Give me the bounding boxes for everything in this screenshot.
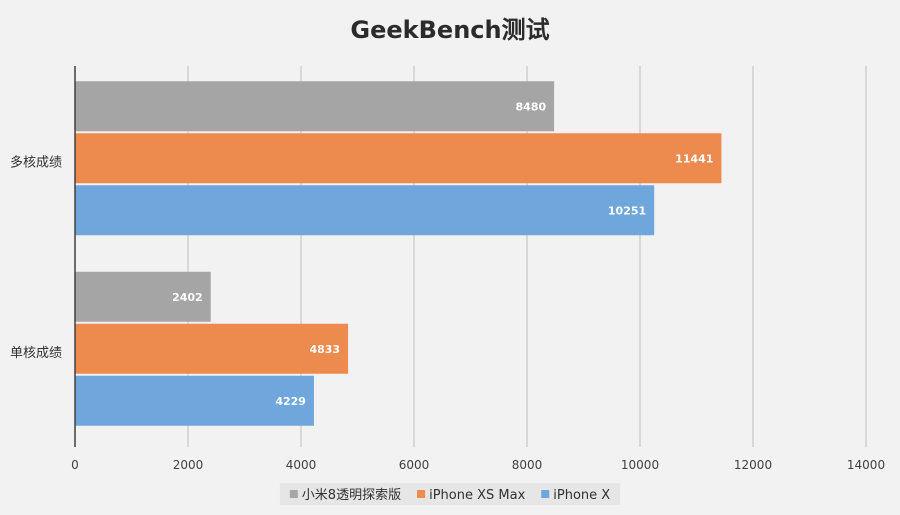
- bar: [75, 375, 314, 426]
- x-tick-label: 6000: [399, 458, 430, 472]
- legend-swatch: [541, 490, 550, 498]
- x-tick-label: 8000: [512, 458, 543, 472]
- data-label: 10251: [608, 204, 646, 217]
- bars: 8480 11441 10251 2402 4833 4229: [75, 81, 722, 426]
- category-label: 单核成绩: [10, 346, 62, 361]
- legend: 小米8透明探索版 iPhone XS Max iPhone X: [279, 483, 621, 505]
- legend-swatch: [289, 490, 298, 498]
- legend-swatch: [417, 490, 426, 498]
- bar: [75, 133, 722, 184]
- x-tick-label: 2000: [173, 458, 204, 472]
- legend-label: iPhone XS Max: [429, 488, 525, 503]
- bar: [75, 323, 349, 374]
- data-label: 4229: [275, 395, 306, 408]
- legend-label: iPhone X: [553, 488, 610, 503]
- bar: [75, 81, 555, 132]
- x-tick-label: 0: [71, 458, 79, 472]
- x-tick-label: 4000: [286, 458, 317, 472]
- chart-title: GeekBench测试: [350, 16, 549, 44]
- bar: [75, 271, 211, 322]
- x-tick-label: 14000: [847, 458, 885, 472]
- data-label: 8480: [515, 100, 546, 113]
- legend-item: iPhone X: [541, 488, 610, 503]
- legend-item: 小米8透明探索版: [289, 488, 401, 503]
- legend-box: [279, 483, 621, 505]
- x-tick-label: 10000: [621, 458, 659, 472]
- data-label: 4833: [309, 343, 340, 356]
- category-label: 多核成绩: [10, 154, 62, 170]
- legend-items: 小米8透明探索版 iPhone XS Max iPhone X: [289, 488, 610, 503]
- legend-label: 小米8透明探索版: [302, 488, 401, 503]
- x-tick-label: 12000: [734, 458, 772, 472]
- legend-item: iPhone XS Max: [417, 488, 526, 503]
- data-label: 11441: [675, 152, 713, 165]
- data-label: 2402: [172, 291, 203, 304]
- x-tick-labels: 0 2000 4000 6000 8000 10000 12000 14000: [71, 458, 885, 472]
- bar: [75, 185, 655, 236]
